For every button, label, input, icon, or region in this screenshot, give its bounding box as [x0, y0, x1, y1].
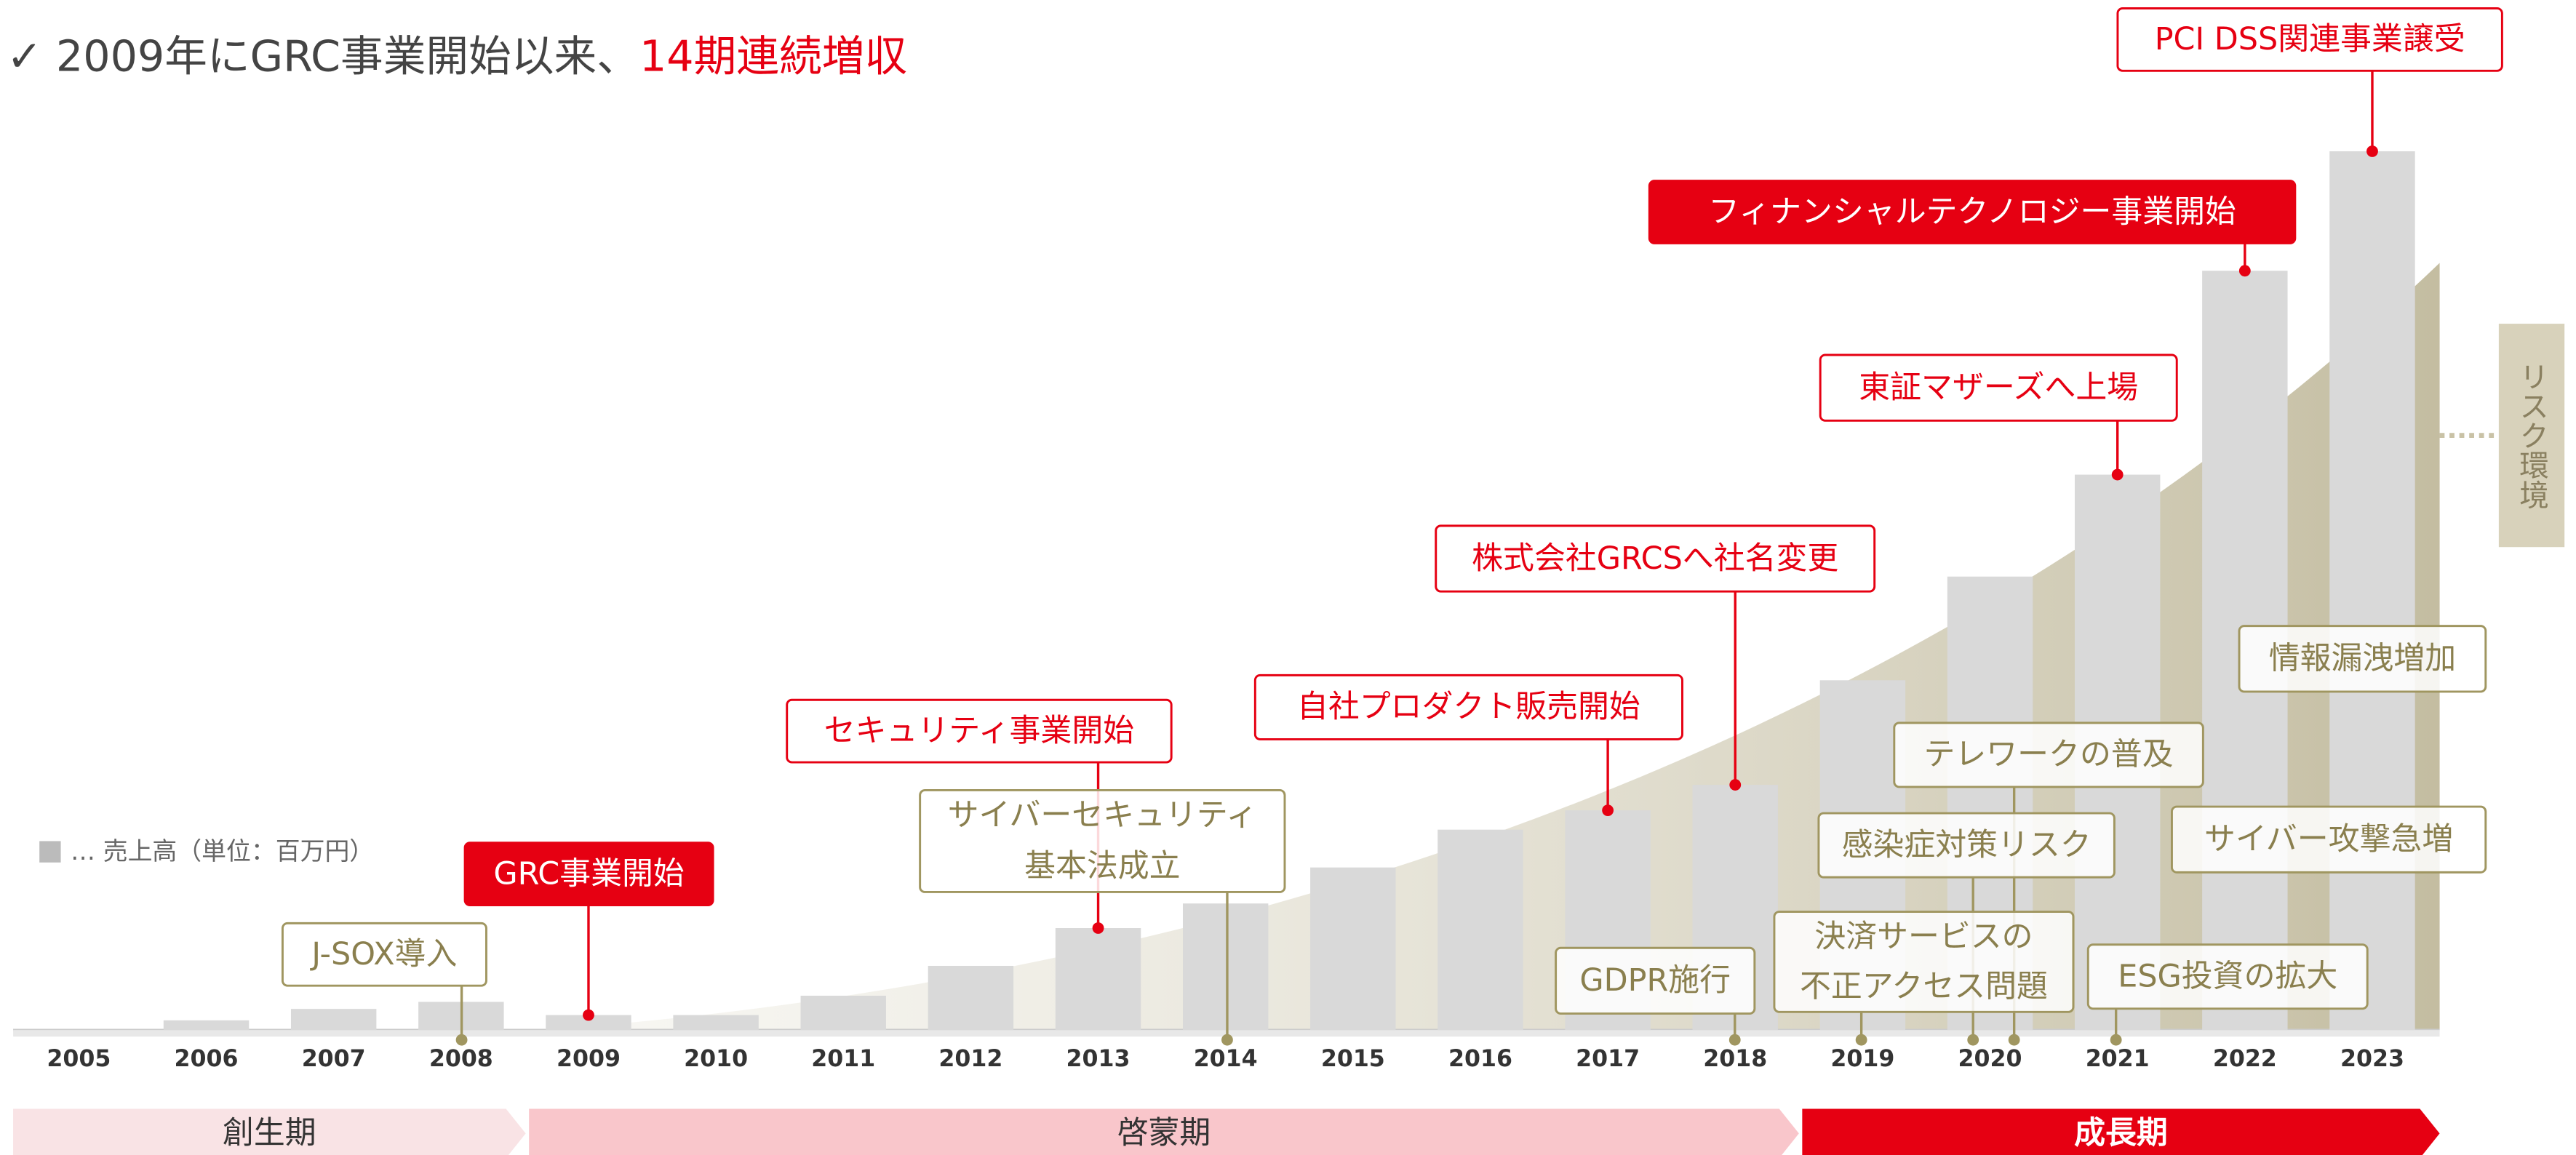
x-tick-label: 2012 — [938, 1046, 1002, 1072]
annotation-box — [1773, 911, 2075, 1013]
x-tick-label: 2017 — [1576, 1046, 1640, 1072]
annotation-box — [2116, 7, 2503, 72]
annotation-text: 不正アクセス問題 — [1800, 969, 2048, 1005]
annotation-text: サイバー攻撃急増 — [2204, 821, 2453, 858]
x-tick-label: 2016 — [1448, 1046, 1512, 1072]
connector-dot — [2111, 468, 2124, 481]
annotation-box — [1253, 674, 1683, 740]
annotation-text: GRC事業開始 — [493, 855, 684, 892]
x-tick-label: 2021 — [2086, 1046, 2150, 1072]
annotation-box — [1648, 180, 2297, 244]
x-tick-label: 2005 — [47, 1046, 111, 1072]
annotation-box — [1435, 524, 1876, 593]
x-tick-label: 2019 — [1830, 1046, 1894, 1072]
annotation-box — [1817, 812, 2116, 879]
connector-dot — [1602, 804, 1614, 817]
x-tick-label: 2013 — [1066, 1046, 1131, 1072]
bar — [673, 1015, 759, 1031]
risk-dot — [1221, 1034, 1233, 1046]
phase-label: 成長期 — [2074, 1115, 2168, 1151]
bar — [1310, 867, 1396, 1031]
x-tick-label: 2015 — [1321, 1046, 1385, 1072]
risk-dot — [2110, 1034, 2122, 1046]
annotation-text: 決済サービスの — [1814, 919, 2033, 955]
phase-label: 啓蒙期 — [1117, 1115, 1211, 1151]
x-tick-label: 2009 — [557, 1046, 621, 1072]
annotation-text: 基本法成立 — [1024, 848, 1180, 884]
phase-arrow — [529, 1108, 1799, 1155]
bar — [163, 1020, 250, 1031]
annotation-box — [2086, 943, 2369, 1010]
annotation-text: フィナンシャルテクノロジー事業開始 — [1708, 193, 2236, 230]
annotation-text: 感染症対策リスク — [1842, 827, 2091, 863]
x-tick-label: 2022 — [2213, 1046, 2277, 1072]
connector-dot — [2366, 145, 2378, 157]
risk-dot — [1855, 1034, 1867, 1046]
bar — [800, 996, 886, 1031]
annotation-text: 情報漏洩増加 — [2269, 641, 2456, 677]
connector-dot — [2238, 265, 2251, 277]
side-box — [2498, 324, 2565, 548]
legend-swatch — [39, 841, 61, 863]
annotation-text: 東証マザーズへ上場 — [1859, 369, 2138, 406]
bar — [1437, 829, 1523, 1031]
x-tick-label: 2018 — [1703, 1046, 1767, 1072]
x-tick-label: 2020 — [1958, 1046, 2022, 1072]
bar — [1182, 903, 1269, 1031]
annotation-text: PCI DSS関連事業譲受 — [2155, 21, 2465, 57]
annotation-box — [786, 698, 1173, 764]
annotation-box — [919, 788, 1286, 893]
annotation-text: ESG投資の拡大 — [2118, 959, 2337, 995]
phase-label: 創生期 — [223, 1115, 316, 1151]
legend-label: … 売上高（単位：百万円） — [71, 837, 374, 866]
annotation-box — [1819, 353, 2178, 422]
risk-dot — [2008, 1034, 2020, 1046]
risk-dot — [1728, 1034, 1741, 1046]
risk-dot — [455, 1034, 468, 1046]
connector-dot — [1092, 922, 1104, 934]
side-label: リスク環境 — [2514, 361, 2549, 509]
annotation-box — [2170, 805, 2487, 874]
phase-arrow — [13, 1108, 526, 1155]
x-tick-label: 2011 — [811, 1046, 875, 1072]
layer: 2005 2006 2007 2008 2009 2010 2011 2012 2013 2014… — [13, 7, 2503, 1155]
bar — [290, 1009, 377, 1031]
bar — [2329, 151, 2415, 1031]
annotation-text: テレワークの普及 — [1924, 737, 2174, 773]
title: ✓ 2009年にGRC事業開始以来、14期連続増収 — [7, 32, 907, 81]
x-tick-label: 2023 — [2340, 1046, 2404, 1072]
annotation-box — [1893, 722, 2204, 788]
annotation-box — [281, 922, 487, 987]
annotation-text: 株式会社GRCSへ社名変更 — [1472, 540, 1838, 577]
connector-dot — [583, 1009, 594, 1021]
bar — [928, 965, 1014, 1031]
x-tick-label: 2006 — [175, 1046, 239, 1072]
risk-dot — [1967, 1034, 1979, 1046]
annotation-text: GDPR施行 — [1579, 962, 1731, 999]
title-text: ✓ 2009年にGRC事業開始以来、 — [7, 32, 639, 81]
x-tick-label: 2014 — [1194, 1046, 1258, 1072]
bar — [1055, 928, 1141, 1031]
annotation-text: サイバーセキュリティ — [948, 797, 1257, 834]
annotation-text: J-SOX導入 — [309, 936, 457, 972]
annotation-box — [2238, 625, 2487, 693]
phase-arrow — [1802, 1108, 2440, 1155]
x-tick-label: 2008 — [429, 1046, 493, 1072]
annotation-box — [1555, 946, 1756, 1015]
x-tick-label: 2007 — [302, 1046, 366, 1072]
bar — [546, 1015, 631, 1031]
x-tick-label: 2010 — [684, 1046, 748, 1072]
connector-dot — [1729, 779, 1742, 791]
annotation-box — [463, 842, 714, 906]
title-highlight: 14期連続増収 — [639, 32, 907, 81]
annotation-text: 自社プロダクト販売開始 — [1297, 689, 1640, 725]
annotation-text: セキュリティ事業開始 — [824, 713, 1134, 749]
